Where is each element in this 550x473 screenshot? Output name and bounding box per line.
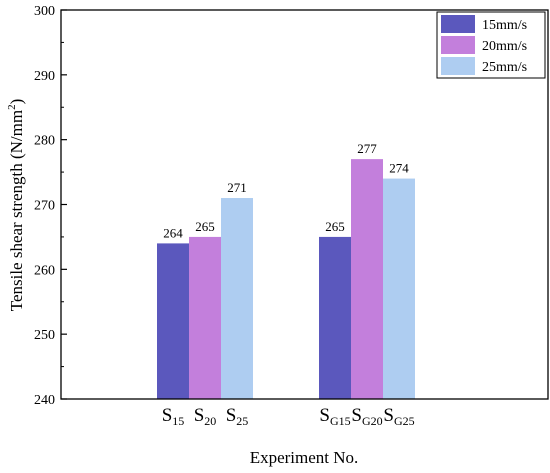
y-tick-label: 260 xyxy=(34,263,55,278)
bar-2-20mm-s xyxy=(351,159,383,399)
bar-1-25mm-s xyxy=(221,198,253,399)
legend-swatch xyxy=(441,57,475,75)
legend: 15mm/s 20mm/s 25mm/s xyxy=(436,11,546,79)
bars-layer xyxy=(157,159,415,399)
legend-swatch xyxy=(441,36,475,54)
category-label: SG20 xyxy=(351,405,382,428)
legend-label: 15mm/s xyxy=(482,18,527,33)
data-label: 265 xyxy=(195,219,215,234)
data-label: 271 xyxy=(227,180,247,195)
bar-2-15mm-s xyxy=(319,236,351,399)
legend-swatch xyxy=(441,15,475,33)
category-label: SG25 xyxy=(383,405,414,428)
axes-layer: S15 S20 S25 SG15 SG20 SG25 240 250 260 270 280 290 3… xyxy=(34,4,549,428)
bar-1-20mm-s xyxy=(189,236,221,399)
y-tick-label: 290 xyxy=(34,69,55,84)
category-label: S20 xyxy=(194,405,217,428)
y-axis-title: Tensile shear strength (N/mm2) xyxy=(6,99,26,312)
category-label: S15 xyxy=(162,405,185,428)
data-label: 265 xyxy=(325,219,345,234)
data-labels-layer: 264 265 271 265 277 274 xyxy=(163,141,409,240)
legend-label: 20mm/s xyxy=(482,39,527,54)
y-tick-label: 240 xyxy=(34,393,55,408)
data-label: 274 xyxy=(389,161,409,176)
legend-label: 25mm/s xyxy=(482,60,527,75)
bar-2-25mm-s xyxy=(383,178,415,399)
y-tick-label: 250 xyxy=(34,328,55,343)
y-tick-label: 280 xyxy=(34,134,55,149)
data-label: 264 xyxy=(163,225,183,240)
y-tick-label: 300 xyxy=(34,4,55,19)
category-label: SG15 xyxy=(319,405,350,428)
bar-1-15mm-s xyxy=(157,243,189,399)
y-tick-label: 270 xyxy=(34,199,55,214)
category-label: S25 xyxy=(226,405,249,428)
data-label: 277 xyxy=(357,141,377,156)
x-axis-title: Experiment No. xyxy=(250,448,359,467)
